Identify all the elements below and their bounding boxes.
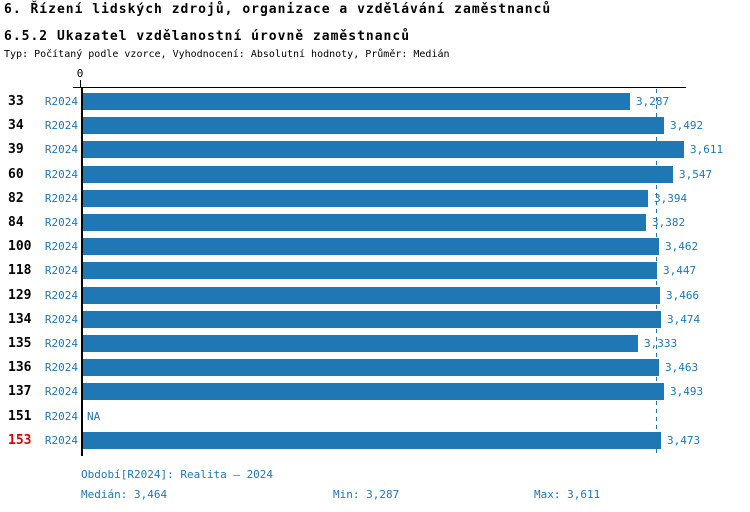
row-id: 137: [8, 384, 32, 399]
row-period-label: R2024: [44, 143, 78, 156]
row-na-label: NA: [87, 410, 101, 423]
bar-value-label: 3,474: [667, 313, 701, 326]
row-id: 135: [8, 336, 32, 351]
bar: [83, 359, 659, 376]
bar-value-label: 3,462: [665, 240, 699, 253]
bar-value-label: 3,394: [654, 192, 688, 205]
row-id: 129: [8, 288, 32, 303]
row-id: 153: [8, 433, 32, 448]
row-id: 118: [8, 263, 32, 278]
axis-vertical-line: [81, 87, 83, 456]
axis-zero-label: 0: [76, 67, 84, 80]
bar: [83, 93, 630, 110]
bar-value-label: 3,547: [679, 168, 713, 181]
row-period-label: R2024: [44, 410, 78, 423]
bar-value-label: 3,287: [636, 95, 670, 108]
indicator-title: 6.5.2 Ukazatel vzdělanostní úrovně zaměs…: [4, 29, 411, 44]
bar: [83, 262, 657, 279]
row-id: 136: [8, 360, 32, 375]
footer-min: Min: 3,287: [333, 488, 400, 501]
bar-value-label: 3,473: [667, 434, 701, 447]
row-period-label: R2024: [44, 385, 78, 398]
row-id: 33: [8, 94, 24, 109]
bar-value-label: 3,611: [690, 143, 724, 156]
bar-value-label: 3,463: [665, 361, 699, 374]
row-period-label: R2024: [44, 95, 78, 108]
row-id: 151: [8, 409, 32, 424]
bar: [83, 141, 684, 158]
row-id: 82: [8, 191, 24, 206]
row-period-label: R2024: [44, 289, 78, 302]
row-period-label: R2024: [44, 337, 78, 350]
bar: [83, 287, 660, 304]
bar: [83, 238, 659, 255]
bar-value-label: 3,466: [666, 289, 700, 302]
bar: [83, 214, 646, 231]
row-period-label: R2024: [44, 216, 78, 229]
indicator-meta: Typ: Počítaný podle vzorce, Vyhodnocení:…: [4, 49, 450, 60]
row-id: 134: [8, 312, 32, 327]
bar: [83, 166, 673, 183]
footer-median: Medián: 3,464: [81, 488, 168, 501]
row-period-label: R2024: [44, 168, 78, 181]
bar-value-label: 3,493: [670, 385, 704, 398]
row-period-label: R2024: [44, 313, 78, 326]
axis-zero-tick: [80, 80, 81, 87]
bar: [83, 335, 638, 352]
row-period-label: R2024: [44, 361, 78, 374]
row-id: 100: [8, 239, 32, 254]
row-id: 34: [8, 118, 24, 133]
axis-top-line: [73, 87, 686, 88]
bar-value-label: 3,492: [670, 119, 704, 132]
row-period-label: R2024: [44, 119, 78, 132]
bar: [83, 117, 664, 134]
row-period-label: R2024: [44, 240, 78, 253]
bar: [83, 383, 664, 400]
bar-value-label: 3,333: [644, 337, 678, 350]
bar-value-label: 3,382: [652, 216, 686, 229]
row-period-label: R2024: [44, 264, 78, 277]
row-id: 39: [8, 142, 24, 157]
bar: [83, 311, 661, 328]
row-id: 60: [8, 167, 24, 182]
row-id: 84: [8, 215, 24, 230]
footer-period-line: Období[R2024]: Realita – 2024: [81, 468, 274, 481]
bar: [83, 432, 661, 449]
report-title: 6. Řízení lidských zdrojů, organizace a …: [4, 2, 552, 17]
bar-value-label: 3,447: [663, 264, 697, 277]
row-period-label: R2024: [44, 192, 78, 205]
footer-max: Max: 3,611: [534, 488, 601, 501]
row-period-label: R2024: [44, 434, 78, 447]
bar: [83, 190, 648, 207]
